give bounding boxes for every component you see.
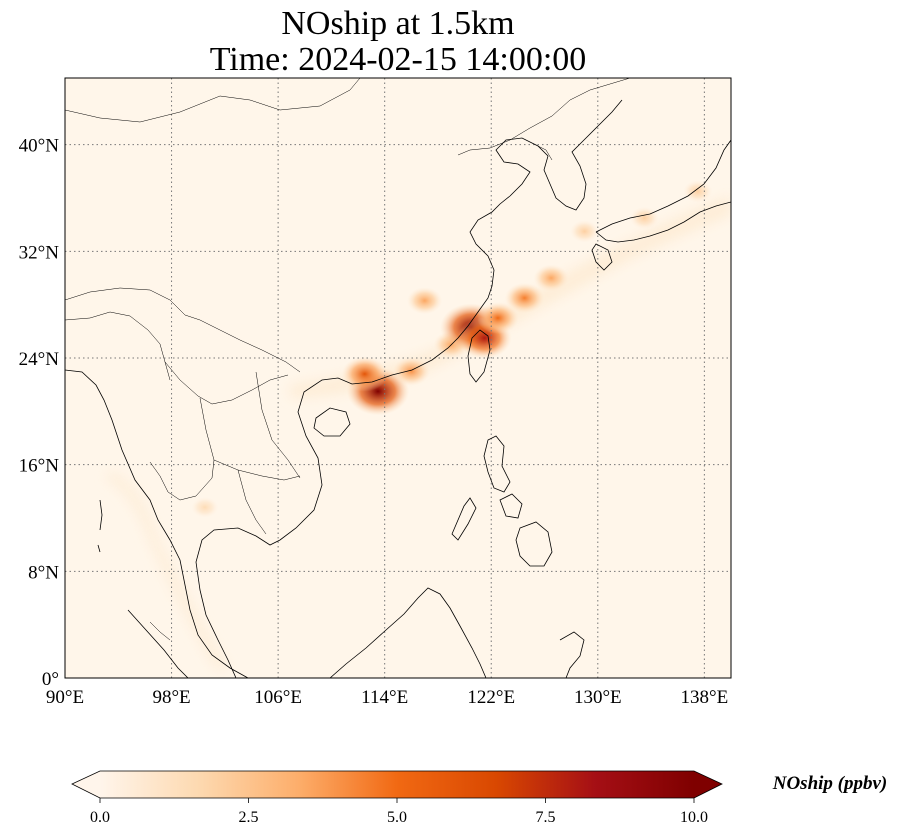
mainland-coastline <box>65 99 623 678</box>
andaman-islands <box>97 499 103 553</box>
latitude-tick-label: 32°N <box>19 242 60 263</box>
colorbar-gradient <box>100 771 694 798</box>
concentration-hotspot <box>569 220 600 243</box>
sulawesi-coastline <box>559 631 585 678</box>
colorbar-ticks: 0.0 2.5 5.0 7.5 10.0 <box>90 798 708 826</box>
colorbar-tick-label: 10.0 <box>680 809 708 826</box>
longitude-tick-label: 122°E <box>467 687 515 708</box>
longitude-tick-label: 90°E <box>46 687 84 708</box>
coastlines <box>65 99 731 678</box>
concentration-hotspot <box>341 356 388 392</box>
map-title-line1: NOship at 1.5km <box>281 5 515 42</box>
concentration-hotspot <box>406 287 443 315</box>
longitude-tick-label: 98°E <box>152 687 190 708</box>
concentration-field <box>105 180 731 670</box>
colorbar-tick-label: 2.5 <box>239 809 259 826</box>
concentration-hotspot <box>477 302 519 334</box>
latitude-tick-labels: 0° 8°N 16°N 24°N 32°N 40°N <box>19 136 60 690</box>
sumatra-coastline <box>127 609 189 678</box>
colorbar-tick-label: 7.5 <box>536 809 556 826</box>
border-lines <box>65 78 631 641</box>
concentration-hotspot <box>629 206 659 230</box>
hainan-coastline <box>313 407 351 437</box>
colorbar-tick-label: 0.0 <box>90 809 110 826</box>
concentration-hotspot <box>392 356 431 386</box>
latitude-tick-label: 0° <box>42 669 59 690</box>
map-title-line2: Time: 2024-02-15 14:00:00 <box>209 41 587 78</box>
japan-coastline <box>591 139 731 271</box>
latitude-tick-label: 40°N <box>19 136 60 157</box>
map-frame <box>64 77 732 679</box>
longitude-tick-label: 130°E <box>574 687 622 708</box>
longitude-tick-labels: 90°E 98°E 106°E 114°E 122°E 130°E 138°E <box>46 687 728 708</box>
colorbar-tick-label: 5.0 <box>387 809 407 826</box>
concentration-hotspot <box>533 264 569 292</box>
colorbar-label: NOship (ppbv) <box>772 773 888 794</box>
longitude-tick-label: 106°E <box>254 687 302 708</box>
borneo-coastline <box>329 587 487 678</box>
colorbar: 0.0 2.5 5.0 7.5 10.0 NOship (ppbv) <box>71 770 888 826</box>
philippines-coastline <box>451 435 553 567</box>
colorbar-extend-low <box>72 771 100 798</box>
latitude-tick-label: 24°N <box>19 349 60 370</box>
longitude-tick-label: 114°E <box>361 687 408 708</box>
colorbar-extend-high <box>694 771 722 798</box>
longitude-tick-label: 138°E <box>681 687 729 708</box>
concentration-hotspot <box>683 180 713 203</box>
concentration-hotspot <box>504 282 545 314</box>
latitude-tick-label: 8°N <box>28 562 59 583</box>
latitude-tick-label: 16°N <box>19 456 60 477</box>
graticule <box>65 78 731 678</box>
taiwan-coastline <box>467 329 491 383</box>
concentration-hotspot <box>191 496 219 518</box>
country-borders <box>65 78 631 641</box>
